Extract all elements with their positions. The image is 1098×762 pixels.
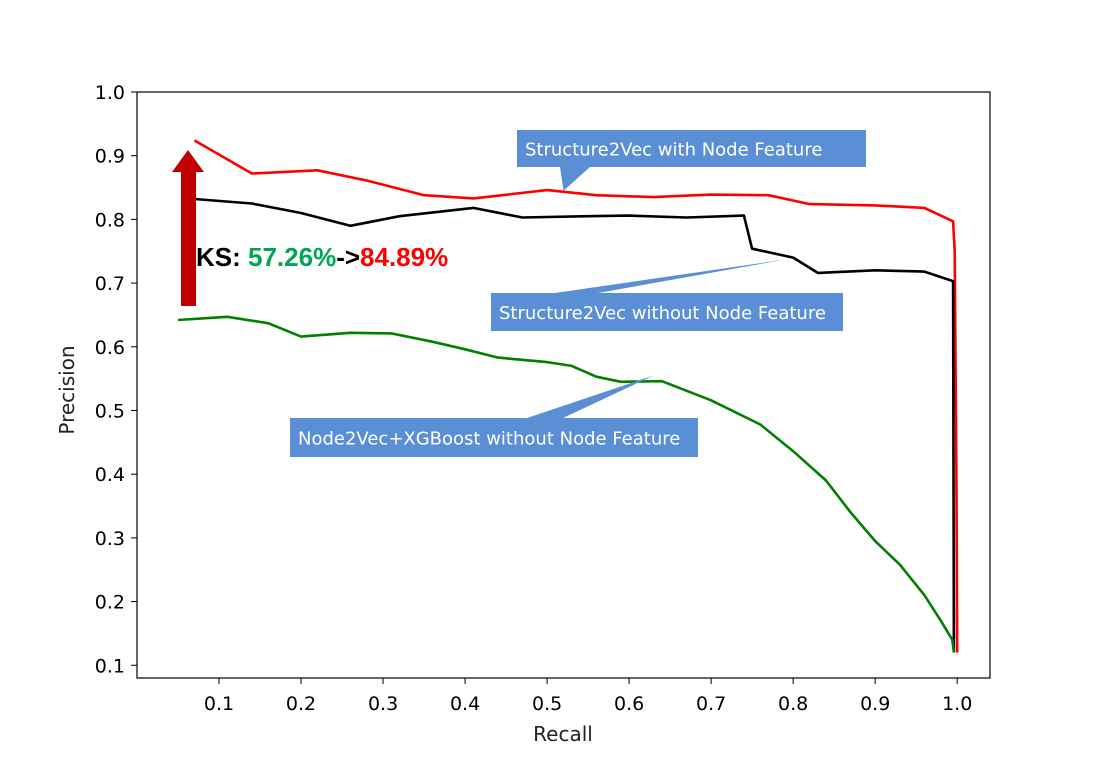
ks-arrow-text: -> [336, 242, 360, 272]
series-line-green [177, 315, 956, 653]
ks-after-value: 84.89% [360, 242, 448, 272]
y-tick-label: 0.8 [95, 209, 125, 231]
y-tick-label: 0.1 [95, 655, 125, 677]
x-tick-label: 1.0 [942, 693, 972, 715]
callout-pointer [527, 375, 654, 418]
x-tick-label: 0.2 [286, 693, 316, 715]
x-tick-label: 0.9 [860, 693, 890, 715]
x-tick-label: 0.4 [450, 693, 480, 715]
y-tick-label: 0.4 [95, 464, 125, 486]
callout-box [290, 418, 698, 457]
ks-annotation: KS: 57.26%->84.89% [196, 242, 448, 272]
ks-prefix: KS: [196, 242, 248, 272]
x-axis-ticks: 0.1 0.2 0.3 0.4 0.5 0.6 0.7 0.8 0.9 1.0 [204, 678, 972, 715]
y-tick-label: 1.0 [95, 82, 125, 104]
ks-arrow-head [172, 150, 204, 172]
callout-1: Structure2Vec with Node Feature [517, 130, 866, 191]
callout-label: Structure2Vec without Node Feature [499, 303, 826, 324]
y-tick-label: 0.3 [95, 528, 125, 550]
y-tick-label: 0.7 [95, 273, 125, 295]
callout-box [491, 293, 843, 331]
callout-box [517, 130, 866, 167]
x-tick-label: 0.3 [368, 693, 398, 715]
x-tick-label: 0.1 [204, 693, 234, 715]
series-layer [177, 139, 959, 653]
y-axis-label: Precision [55, 345, 79, 434]
callout-pointer [560, 167, 590, 191]
x-axis-label: Recall [533, 722, 593, 746]
callout-layer: Structure2Vec with Node Feature Structure… [290, 130, 866, 457]
y-tick-label: 0.6 [95, 337, 125, 359]
x-tick-label: 0.7 [696, 693, 726, 715]
callout-2: Structure2Vec without Node Feature [491, 259, 843, 331]
callout-label: Node2Vec+XGBoost without Node Feature [298, 429, 680, 450]
x-tick-label: 0.6 [614, 693, 644, 715]
x-tick-label: 0.5 [532, 693, 562, 715]
ks-up-arrow [172, 150, 204, 306]
y-tick-label: 0.2 [95, 592, 125, 614]
y-axis-ticks: 0.1 0.2 0.3 0.4 0.5 0.6 0.7 0.8 0.9 1.0 [95, 82, 137, 677]
x-tick-label: 0.8 [778, 693, 808, 715]
series-line-red [193, 139, 959, 653]
series-line-black [194, 197, 956, 653]
ks-arrow-shaft [181, 172, 196, 306]
callout-label: Structure2Vec with Node Feature [525, 140, 822, 161]
callout-3: Node2Vec+XGBoost without Node Feature [290, 375, 698, 457]
ks-before-value: 57.26% [248, 242, 336, 272]
y-tick-label: 0.5 [95, 400, 125, 422]
plot-area-frame [136, 91, 991, 679]
callout-pointer [555, 259, 785, 293]
y-tick-label: 0.9 [95, 146, 125, 168]
